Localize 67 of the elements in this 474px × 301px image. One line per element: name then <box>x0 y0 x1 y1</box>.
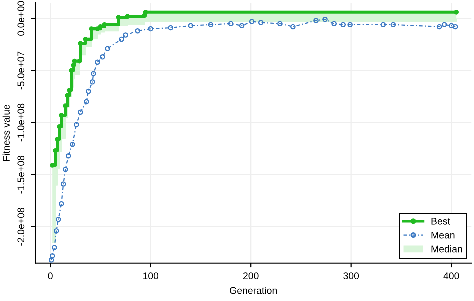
x-tick-label: 400 <box>444 272 460 280</box>
point <box>380 22 386 28</box>
point <box>78 41 84 46</box>
point <box>442 22 448 28</box>
point <box>125 14 130 19</box>
point <box>48 258 54 263</box>
point <box>90 80 96 85</box>
point <box>436 24 442 30</box>
point <box>66 153 72 159</box>
point <box>228 21 234 26</box>
point <box>100 54 106 60</box>
y-axis-title: Fitness value <box>2 104 10 162</box>
legend-label: Mean <box>432 232 455 239</box>
point <box>62 167 68 172</box>
x-tick-label: 200 <box>243 272 259 280</box>
point <box>91 71 96 76</box>
point <box>258 20 264 26</box>
x-tick-label: 100 <box>143 272 159 280</box>
point <box>168 25 174 31</box>
x-axis-title: Generation <box>230 287 278 294</box>
point <box>105 46 110 52</box>
point <box>74 122 80 128</box>
point <box>135 28 140 34</box>
point <box>390 22 396 28</box>
point <box>188 23 194 29</box>
point <box>95 60 100 66</box>
point <box>340 22 346 28</box>
point <box>123 32 128 38</box>
point <box>119 36 124 42</box>
point <box>239 23 245 29</box>
y-tick-label: -1.0e+08 <box>18 104 25 142</box>
point <box>72 58 78 64</box>
point <box>332 21 337 26</box>
legend-label: Best <box>432 218 450 225</box>
point <box>54 228 60 234</box>
y-tick-label: -2.0e+08 <box>18 208 25 246</box>
point <box>314 18 319 24</box>
x-tick-label: 300 <box>344 272 360 280</box>
point <box>52 245 58 250</box>
point <box>102 22 108 28</box>
point <box>208 22 214 28</box>
point <box>71 63 76 68</box>
point <box>53 148 58 154</box>
point <box>448 23 454 29</box>
point <box>249 19 255 24</box>
legend-label: Median <box>432 246 462 253</box>
point <box>86 88 92 94</box>
point <box>278 21 283 26</box>
point <box>452 24 458 30</box>
y-tick-label: 0.0e+00 <box>18 1 25 36</box>
point <box>50 253 56 259</box>
x-tick-label: 0 <box>48 272 53 280</box>
point <box>77 58 82 64</box>
point <box>290 24 296 30</box>
point <box>78 110 84 115</box>
point <box>60 182 66 187</box>
y-tick-label: -5.0e+07 <box>18 52 25 90</box>
point <box>70 142 76 148</box>
point <box>143 10 148 15</box>
point <box>56 216 62 222</box>
point <box>454 10 460 15</box>
point <box>348 22 353 28</box>
point <box>148 26 154 32</box>
y-tick-label: -1.5e+08 <box>18 156 25 194</box>
point <box>322 17 328 22</box>
point <box>58 201 64 207</box>
point <box>84 99 90 105</box>
